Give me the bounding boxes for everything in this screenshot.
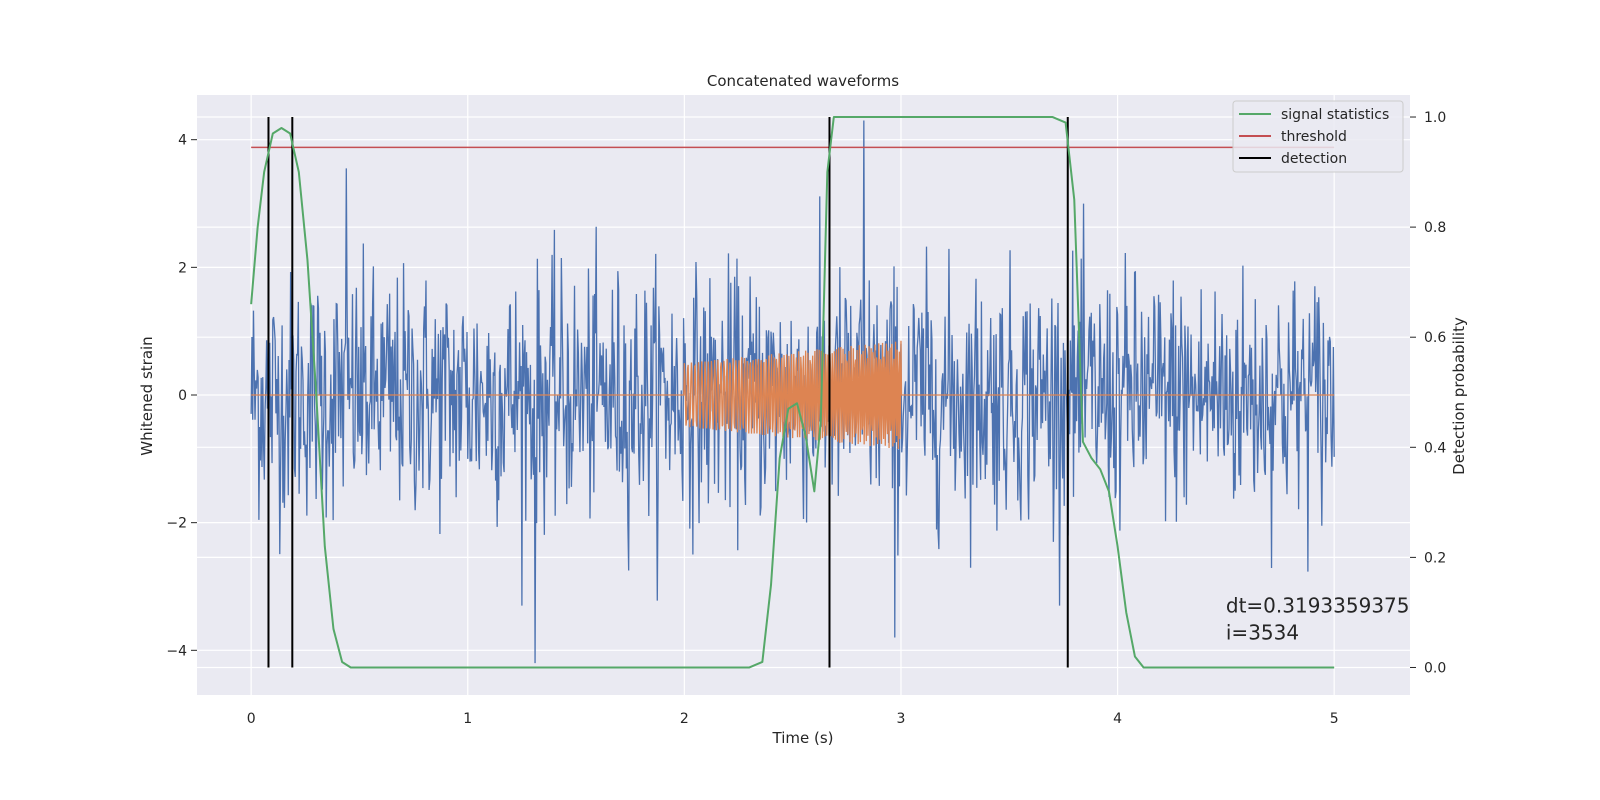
x-tick-label: 3 [897, 711, 906, 727]
y-tick-label-left: 4 [178, 133, 187, 149]
signal-statistics-line [250, 116, 1335, 669]
plot-content [250, 116, 1335, 669]
y-tick-label-right: 0.2 [1424, 550, 1446, 566]
annotation: dt=0.3193359375 i=3534 [1226, 593, 1410, 644]
x-axis-label: Time (s) [772, 729, 834, 747]
legend-label: threshold [1281, 129, 1347, 145]
x-tick-label: 1 [463, 711, 472, 727]
chart-title: Concatenated waveforms [707, 72, 899, 90]
y-tick-label-right: 0.0 [1424, 660, 1446, 676]
y-tick-label-left: −2 [166, 516, 187, 532]
legend-box [1232, 100, 1404, 173]
annotation-line: dt=0.3193359375 [1226, 593, 1410, 617]
x-tick-label: 0 [247, 711, 256, 727]
x-axis: 0 1 2 3 4 5 [247, 711, 1339, 727]
y-tick-label-left: 0 [178, 388, 187, 404]
legend-label: signal statistics [1281, 107, 1389, 123]
legend: signal statistics threshold detection [1232, 100, 1404, 173]
y-axis-label-right: Detection probability [1450, 317, 1468, 475]
x-tick-label: 5 [1330, 711, 1339, 727]
y-tick-label-right: 0.8 [1424, 220, 1446, 236]
y-tick-label-right: 0.4 [1424, 440, 1446, 456]
y-axis-right: 0.0 0.2 0.4 0.6 0.8 1.0 [1410, 110, 1446, 676]
x-tick-label: 2 [680, 711, 689, 727]
y-axis-left: −4 −2 0 2 4 [166, 133, 197, 659]
legend-label: detection [1281, 151, 1347, 167]
y-axis-label-left: Whitened strain [138, 336, 156, 455]
y-tick-label-left: 2 [178, 260, 187, 276]
y-tick-label-right: 1.0 [1424, 110, 1446, 126]
y-tick-label-right: 0.6 [1424, 330, 1446, 346]
y-tick-label-left: −4 [166, 643, 187, 659]
chirp-series-line [251, 340, 1335, 449]
x-tick-label: 4 [1113, 711, 1122, 727]
annotation-line: i=3534 [1226, 620, 1299, 644]
